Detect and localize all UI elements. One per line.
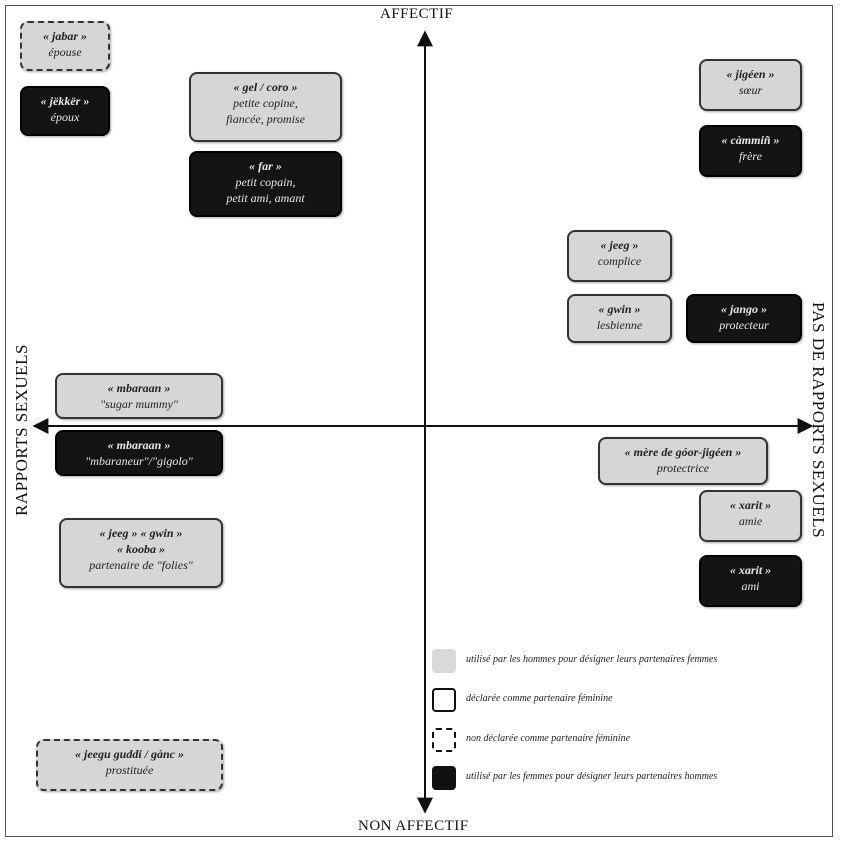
term-gloss: protecteur (719, 318, 769, 332)
term-gloss: "sugar mummy" (100, 397, 178, 411)
term-word: « mère de góor-jigéen » (624, 445, 742, 459)
axis-label-left: RAPPORTS SEXUELS (11, 344, 31, 516)
term-far: « far » petit copain, petit ami, amant (189, 151, 342, 217)
term-gloss: époux (50, 110, 80, 124)
term-mbaraan-gigolo: « mbaraan » "mbaraneur"/"gigolo" (55, 430, 223, 476)
diagram-frame (5, 5, 833, 837)
term-gloss: amie (738, 514, 763, 528)
term-gloss: protectrice (656, 461, 710, 475)
term-jeeg: « jeeg » complice (567, 230, 672, 282)
term-folies: « jeeg » « gwin » « kooba » partenaire d… (59, 518, 223, 588)
term-word: « mbaraan » (107, 438, 171, 452)
term-jeegu-guddi: « jeegu guddi / gànc » prostituée (36, 739, 223, 791)
term-word: « mbaraan » (107, 381, 171, 395)
term-jigeen: « jigéen » sœur (699, 59, 802, 111)
term-word-line1: « jeeg » « gwin » (99, 526, 183, 540)
term-word: « xarit » (729, 563, 772, 577)
term-gloss: lesbienne (596, 318, 643, 332)
term-mbaraan-sugar-mummy: « mbaraan » "sugar mummy" (55, 373, 223, 419)
legend-swatch-black (432, 766, 456, 790)
term-jango: « jango » protecteur (686, 294, 802, 343)
term-gloss: complice (597, 254, 642, 268)
legend-swatch-grey (432, 649, 456, 673)
legend-text: utilisé par les femmes pour désigner leu… (466, 771, 718, 782)
term-word: « jigéen » (726, 67, 775, 81)
term-word: « jango » (720, 302, 767, 316)
term-word-line2: « kooba » (117, 542, 165, 556)
term-gloss-line1: petite copine, (233, 96, 298, 110)
term-cammin: « càmmiñ » frère (699, 125, 802, 177)
legend-text: utilisé par les hommes pour désigner leu… (466, 654, 718, 665)
term-word: « gwin » (598, 302, 641, 316)
term-gwin: « gwin » lesbienne (567, 294, 672, 343)
term-gloss-line2: fiancée, promise (226, 112, 305, 126)
term-word: « jeegu guddi / gànc » (74, 747, 184, 761)
term-word: « jeeg » (600, 238, 639, 252)
term-word: « xarit » (729, 498, 772, 512)
term-word: « jabar » (42, 29, 87, 43)
term-jabar: « jabar » épouse (20, 21, 110, 71)
term-gloss: ami (741, 579, 760, 593)
term-gloss-line2: petit ami, amant (226, 191, 305, 205)
legend-text: non déclarée comme partenaire féminine (466, 733, 631, 744)
axis-label-right: PAS DE RAPPORTS SEXUELS (809, 301, 829, 539)
term-gloss: frère (739, 149, 762, 163)
legend-text: déclarée comme partenaire féminine (466, 693, 613, 704)
term-word: « far » (249, 159, 282, 173)
term-gloss-line1: petit copain, (235, 175, 296, 189)
term-word: « jëkkër » (40, 94, 90, 108)
term-gloss: "mbaraneur"/"gigolo" (85, 454, 193, 468)
term-mere-de-goor-jigeen: « mère de góor-jigéen » protectrice (598, 437, 768, 485)
legend-swatch-dashed (432, 728, 456, 752)
term-xarit-ami: « xarit » ami (699, 555, 802, 607)
axis-label-top: AFFECTIF (380, 6, 454, 22)
term-gel-coro: « gel / coro » petite copine, fiancée, p… (189, 72, 342, 142)
term-gloss: prostituée (105, 763, 154, 777)
term-gloss: épouse (48, 45, 82, 59)
term-gloss: partenaire de "folies" (89, 558, 193, 572)
legend-swatch-solid (432, 688, 456, 712)
term-word: « gel / coro » (233, 80, 298, 94)
term-jekker: « jëkkër » époux (20, 86, 110, 136)
axis-label-bottom: NON AFFECTIF (358, 818, 469, 834)
term-xarit-amie: « xarit » amie (699, 490, 802, 542)
term-word: « càmmiñ » (721, 133, 780, 147)
term-gloss: sœur (738, 83, 763, 97)
